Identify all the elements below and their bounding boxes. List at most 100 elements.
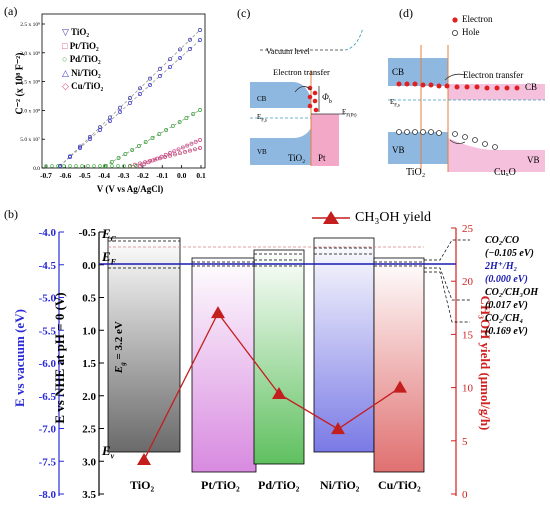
panel-a-point — [108, 115, 112, 120]
d-tio2-label: TiO₂ — [406, 167, 426, 178]
panel-a-point — [198, 138, 202, 142]
panel-a-point — [153, 157, 157, 162]
panel-b-left-tick: -6.0 — [39, 358, 57, 370]
panel-a-point — [138, 161, 142, 166]
category-cu: Cu/TiO₂ — [378, 478, 421, 492]
panel-b-nhe-tick: -0.5 — [79, 227, 97, 239]
ec-label: EC — [102, 226, 117, 244]
panel-a-point — [138, 164, 142, 168]
panel-a-point — [170, 124, 175, 128]
panel-a-ytick: 2.0 x 10⁸ — [20, 51, 40, 57]
d-ef-label: EF,s — [390, 98, 400, 109]
d-cb-right: CB — [525, 82, 538, 92]
panel-a-point — [172, 149, 177, 154]
panel-c-tag: (c) — [237, 6, 251, 20]
panel-b-right-tick: 5 — [462, 436, 468, 448]
panel-a-point — [155, 156, 160, 161]
panel-a-point — [159, 154, 164, 159]
c-vb-label: VB — [257, 148, 267, 156]
panel-a-point — [168, 153, 172, 158]
panel-b-legend-label: CH₃OH yield — [355, 210, 432, 225]
panel-a-point — [103, 164, 107, 168]
d-cuxo-label: CuₓO — [494, 167, 516, 178]
legend-pt: □ Pt/TiO₂ — [62, 40, 99, 51]
panel-a-point — [78, 146, 82, 150]
panel-a-point — [178, 56, 182, 60]
panel-b-nhe-tick: 3.5 — [82, 489, 96, 501]
panel-a-xtick: -0.5 — [79, 171, 91, 180]
panel-a-point — [116, 156, 121, 160]
panel-a-baseline-point — [98, 164, 102, 168]
panel-b-tag: (b) — [4, 207, 18, 221]
panel-a-point — [198, 38, 202, 42]
panel-a-point — [109, 160, 114, 164]
panel-b-left-tick: -5.5 — [39, 325, 57, 337]
panel-a-point — [143, 140, 148, 144]
panel-a-point — [193, 147, 197, 152]
panel-a-point — [68, 155, 72, 159]
panel-a-baseline-point — [68, 164, 72, 168]
legend-tio2: ▽ TiO₂ — [62, 27, 90, 37]
bar-pt-tio2 — [191, 257, 257, 473]
panel-a-xtick: -0.2 — [137, 171, 149, 180]
panel-a-legend: ▽ TiO₂ □ Pt/TiO₂ ○ Pd/TiO₂ △ Ni/TiO₂ ◇ C… — [62, 26, 103, 94]
panel-a-point — [150, 136, 155, 140]
category-pt: Pt/TiO₂ — [201, 478, 240, 492]
panel-a-xtick: -0.3 — [118, 171, 130, 180]
panel-a-point — [148, 83, 152, 87]
panel-a-point — [128, 101, 132, 105]
ev-label: Ev — [102, 443, 115, 461]
panel-a-point — [178, 47, 182, 52]
panel-a-point — [88, 137, 92, 141]
panel-a-point — [142, 162, 147, 167]
redox-ch4: CO₂/CH₄ (0.169 eV) — [485, 313, 528, 337]
panel-a-point — [177, 120, 182, 124]
d-legend-electron: Electron — [462, 14, 493, 24]
panel-a-point — [183, 149, 187, 154]
panel-b-left-tick: -7.0 — [39, 424, 57, 436]
panel-a-point — [184, 116, 189, 120]
panel-a-point — [188, 148, 192, 153]
panel-a-xtick: -0.4 — [98, 171, 110, 180]
panel-a-point — [191, 112, 196, 116]
panel-a-point — [164, 128, 169, 132]
panel-a-xtick: 0.1 — [196, 171, 206, 180]
eg-label: Eg = 3.2 eV — [112, 321, 128, 374]
panel-b-nhe-tick: 1.0 — [82, 325, 96, 337]
panel-a-point — [198, 146, 202, 150]
panel-a-baseline-point — [56, 164, 60, 168]
panel-a-point — [118, 105, 122, 110]
panel-a-point — [158, 66, 162, 71]
panel-a-ytick: 1.5 x 10⁸ — [20, 80, 40, 86]
c-cb-label: CB — [257, 95, 267, 103]
category-pd: Pd/TiO₂ — [258, 478, 300, 492]
d-vb-left: VB — [392, 145, 405, 155]
panel-a-point — [138, 86, 142, 91]
panel-b-left-tick: -4.5 — [39, 260, 57, 272]
legend-ni: △ Ni/TiO₂ — [62, 67, 101, 78]
panel-b-nhe-tick: 0.5 — [82, 293, 96, 305]
panel-a-point — [130, 148, 135, 152]
panel-a-point — [157, 132, 162, 136]
panel-a-point — [178, 151, 182, 156]
d-legend-hole: Hole — [462, 27, 480, 37]
panel-b-nhe-tick: 3.0 — [82, 456, 96, 468]
panel-b-left-tick: -8.0 — [39, 489, 57, 501]
panel-a-xtick: -0.1 — [156, 171, 168, 180]
panel-a-baseline-point — [110, 164, 114, 168]
panel-a-point — [198, 108, 202, 112]
yield-point-0 — [137, 452, 151, 465]
c-pt-label: Pt — [318, 153, 326, 163]
panel-b-nhe-tick: 2.0 — [82, 391, 96, 403]
yield-point-1 — [211, 306, 225, 319]
panel-b-left-tick: -6.5 — [39, 391, 57, 403]
bar-pd-tio2 — [253, 249, 305, 465]
panel-a-xtick: -0.6 — [59, 171, 71, 180]
panel-a-fit-line — [59, 29, 201, 167]
panel-a-point — [138, 92, 142, 96]
panel-b-nhe-tick: 1.5 — [82, 358, 96, 370]
category-ni: Ni/TiO₂ — [320, 478, 360, 492]
panel-d-tag: (d) — [399, 6, 413, 20]
panel-a-point — [148, 76, 152, 81]
